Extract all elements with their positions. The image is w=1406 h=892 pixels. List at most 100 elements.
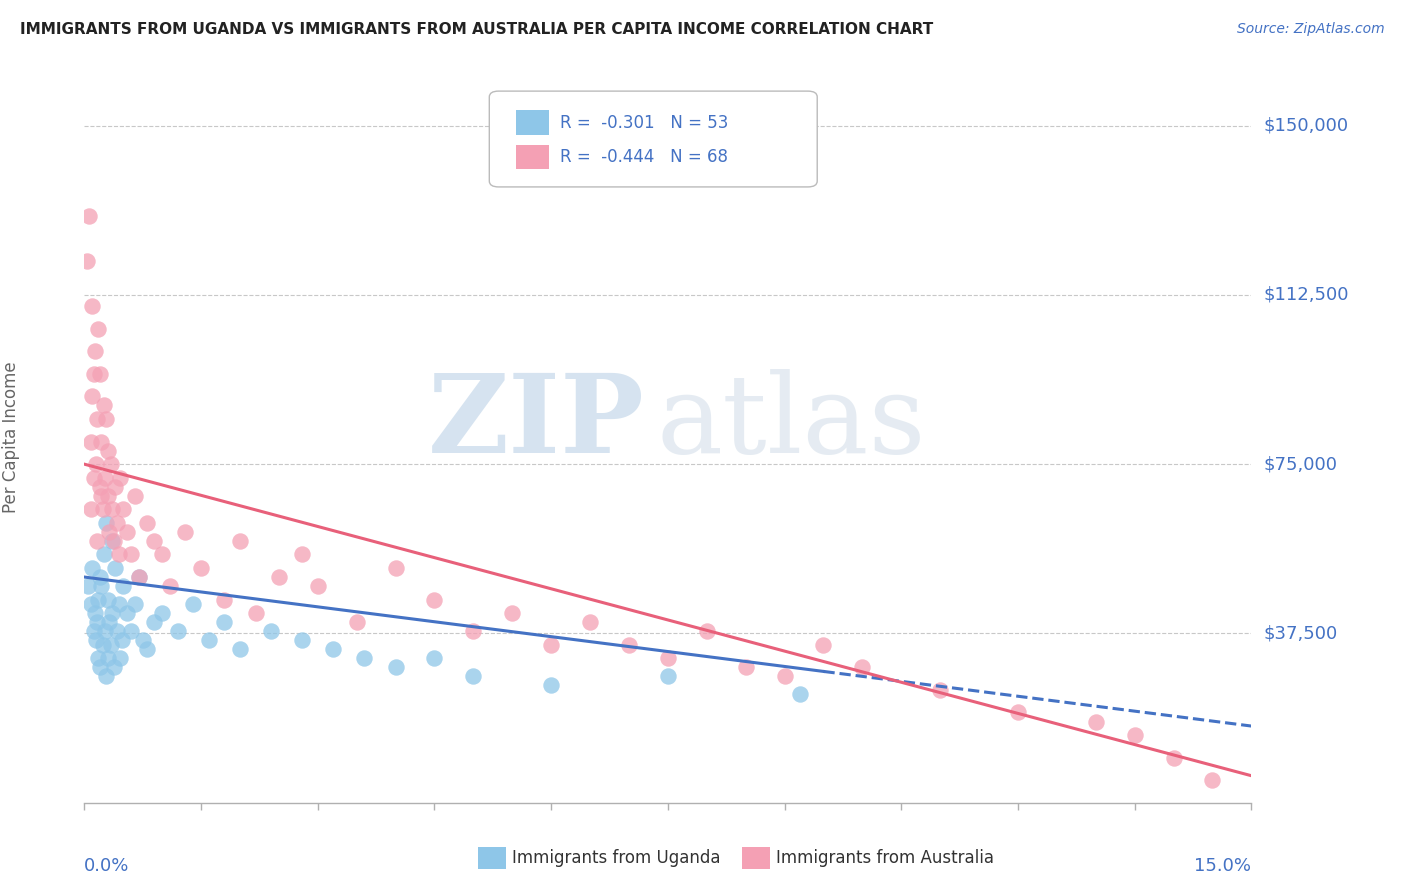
Point [229,533,252,548]
Point [83,367,105,381]
Point [322,642,344,657]
Point [94,516,117,530]
Point [83,624,105,639]
Text: $75,000: $75,000 [1263,455,1337,473]
Point [97,592,120,607]
Point [89,570,111,584]
Point [87,322,110,336]
Point [103,533,125,548]
Point [103,660,125,674]
Text: 15.0%: 15.0% [1194,857,1251,875]
Point [98,615,121,630]
Point [166,624,188,639]
Point [423,592,446,607]
Point [657,669,679,683]
Point [159,579,181,593]
Point [105,516,128,530]
Point [734,660,756,674]
Point [86,615,108,630]
Point [463,669,485,683]
Point [89,367,111,381]
Point [384,561,406,575]
Point [260,624,283,639]
Point [214,615,236,630]
Text: 0.0%: 0.0% [84,857,129,875]
Text: R =  -0.444   N = 68: R = -0.444 N = 68 [561,148,728,166]
Point [108,471,131,485]
Point [143,533,166,548]
Point [132,633,155,648]
Point [112,502,135,516]
Point [77,579,100,593]
Point [84,606,107,620]
Point [135,642,157,657]
Point [773,669,796,683]
Point [657,651,679,665]
Point [104,561,127,575]
Text: ZIP: ZIP [427,369,644,476]
Point [107,597,129,611]
Point [120,548,142,562]
Point [174,524,197,539]
Text: IMMIGRANTS FROM UGANDA VS IMMIGRANTS FROM AUSTRALIA PER CAPITA INCOME CORRELATIO: IMMIGRANTS FROM UGANDA VS IMMIGRANTS FRO… [20,22,934,37]
Point [107,548,129,562]
Text: Per Capita Income: Per Capita Income [3,361,20,513]
Point [115,606,138,620]
Bar [516,145,548,169]
Text: R =  -0.301   N = 53: R = -0.301 N = 53 [561,113,728,131]
Point [76,254,98,268]
Point [98,524,121,539]
Point [100,533,122,548]
Point [82,299,104,313]
Point [104,480,127,494]
Point [94,412,117,426]
Point [79,502,101,516]
Point [190,561,212,575]
Point [79,434,101,449]
Point [198,633,221,648]
Point [93,471,115,485]
Point [108,651,131,665]
Point [617,638,640,652]
Point [90,489,112,503]
Point [384,660,406,674]
Point [696,624,718,639]
Point [150,548,173,562]
Point [128,570,150,584]
Point [463,624,485,639]
Point [101,606,124,620]
Point [135,516,157,530]
Point [93,624,115,639]
Point [82,389,104,403]
Point [245,606,267,620]
Point [150,606,173,620]
Point [115,524,138,539]
Point [579,615,602,630]
Point [93,399,115,413]
Point [540,638,562,652]
Point [423,651,446,665]
Point [229,642,252,657]
Text: Immigrants from Australia: Immigrants from Australia [776,849,994,867]
Text: Immigrants from Uganda: Immigrants from Uganda [512,849,720,867]
Point [100,638,122,652]
Point [89,480,111,494]
Point [84,344,107,359]
Point [93,548,115,562]
Text: Source: ZipAtlas.com: Source: ZipAtlas.com [1237,22,1385,37]
Point [291,548,314,562]
Point [120,624,142,639]
Point [89,660,111,674]
Point [143,615,166,630]
Point [86,533,108,548]
Bar [516,111,548,135]
Point [111,633,134,648]
Point [214,592,236,607]
Point [87,592,110,607]
Point [501,606,523,620]
Point [82,561,104,575]
Point [83,471,105,485]
Point [307,579,329,593]
Point [181,597,204,611]
Point [813,638,835,652]
